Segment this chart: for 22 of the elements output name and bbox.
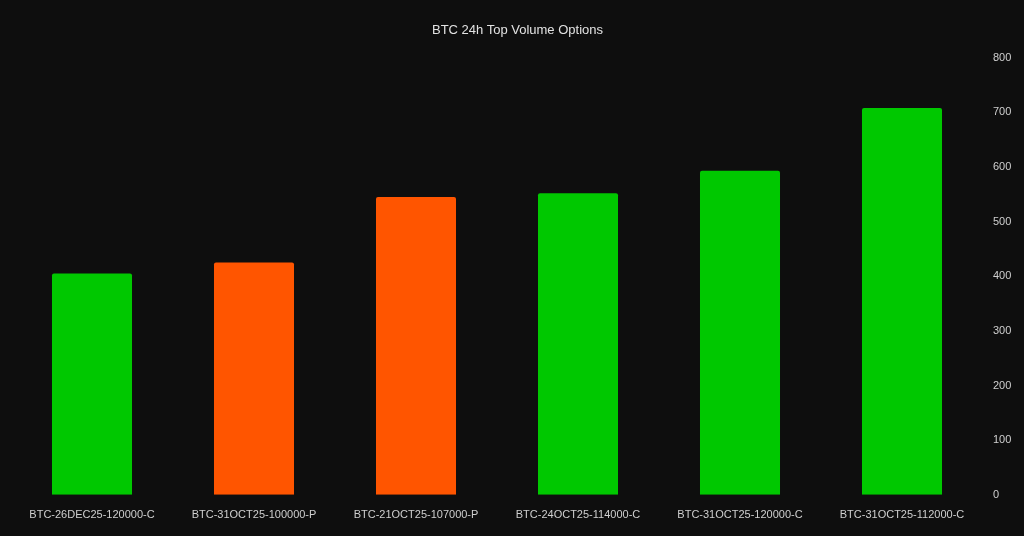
y-tick-label: 600 xyxy=(993,159,1012,172)
x-tick-label: BTC-31OCT25-120000-C xyxy=(677,508,803,521)
y-tick-label: 100 xyxy=(993,433,1012,446)
x-tick-label: BTC-26DEC25-120000-C xyxy=(29,508,155,521)
x-tick-label: BTC-24OCT25-114000-C xyxy=(515,508,641,521)
y-tick-label: 300 xyxy=(993,323,1012,336)
bar xyxy=(375,196,457,495)
y-tick-label: 500 xyxy=(993,214,1012,227)
bar xyxy=(213,262,295,495)
bar xyxy=(51,273,133,495)
y-tick-label: 200 xyxy=(993,378,1012,391)
bar xyxy=(537,193,619,495)
y-tick-label: 800 xyxy=(993,50,1012,63)
chart-title: BTC 24h Top Volume Options xyxy=(431,22,604,38)
x-tick-label: BTC-21OCT25-107000-P xyxy=(353,508,479,521)
bar xyxy=(861,107,943,495)
y-tick-label: 400 xyxy=(993,269,1012,282)
x-tick-label: BTC-31OCT25-112000-C xyxy=(839,508,965,521)
bar xyxy=(699,170,781,495)
y-tick-label: 0 xyxy=(993,487,1000,500)
y-tick-label: 700 xyxy=(993,105,1012,118)
x-tick-label: BTC-31OCT25-100000-P xyxy=(191,508,317,521)
